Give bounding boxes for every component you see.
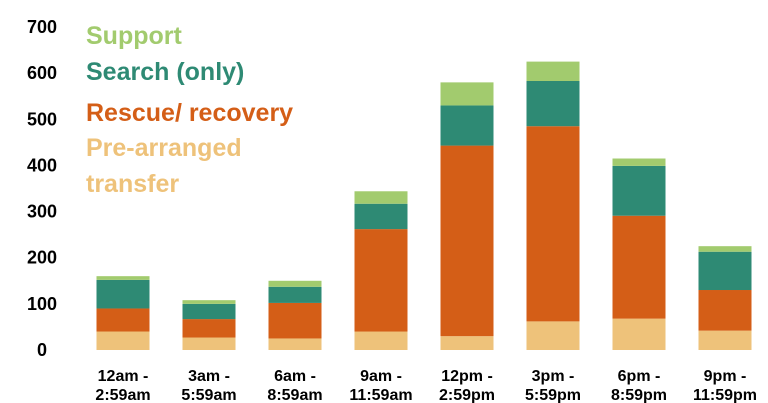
bar-segment-support xyxy=(440,82,494,106)
legend-entry: Search (only) xyxy=(86,58,244,86)
legend-entry: Rescue/ recovery xyxy=(86,99,293,127)
legend-entry: Pre-arranged xyxy=(86,134,242,162)
bar-segment-pre-arranged-transfer xyxy=(612,318,666,350)
bar-segment-pre-arranged-transfer xyxy=(698,330,752,350)
bar-segment-support xyxy=(526,61,580,81)
x-tick-label: 8:59pm xyxy=(611,387,667,403)
x-tick-label: 9am - xyxy=(360,368,402,385)
bar-segment-search-only xyxy=(182,303,236,320)
x-tick-label: 11:59pm xyxy=(693,387,757,403)
bar-segment-pre-arranged-transfer xyxy=(440,336,494,350)
x-tick-label: 2:59am xyxy=(95,387,150,403)
bar-segment-support xyxy=(612,158,666,166)
bar-segment-rescue-recovery xyxy=(612,215,666,319)
y-tick-label: 500 xyxy=(27,109,57,129)
bar-segment-search-only xyxy=(526,80,580,127)
bar-segment-rescue-recovery xyxy=(268,302,322,339)
x-tick-label: 12pm - xyxy=(441,368,493,385)
bar-segment-search-only xyxy=(698,251,752,291)
bar-segment-pre-arranged-transfer xyxy=(182,337,236,350)
bar-segment-search-only xyxy=(268,286,322,303)
bar-segment-support xyxy=(96,276,150,280)
bar-segment-search-only xyxy=(612,165,666,216)
bar-segment-rescue-recovery xyxy=(182,319,236,338)
x-tick-label: 6pm - xyxy=(618,368,661,385)
bar-segment-search-only xyxy=(354,203,408,230)
x-tick-label: 5:59am xyxy=(181,387,236,403)
y-tick-label: 600 xyxy=(27,63,57,83)
bar-segment-support xyxy=(182,300,236,304)
legend: Support Search (only) Rescue/ recovery Pre-… xyxy=(86,22,293,198)
bar-segment-pre-arranged-transfer xyxy=(268,338,322,350)
bar-segment-search-only xyxy=(440,105,494,146)
x-axis: 12am - 2:59am 3am - 5:59am 6am - 8:59am 9am - 1… xyxy=(95,368,757,403)
y-tick-label: 200 xyxy=(27,248,57,268)
x-tick-label: 3am - xyxy=(188,368,230,385)
y-tick-label: 400 xyxy=(27,155,57,175)
bars xyxy=(96,61,752,350)
bar-segment-rescue-recovery xyxy=(440,145,494,337)
x-tick-label: 5:59pm xyxy=(525,387,581,403)
bar-segment-rescue-recovery xyxy=(526,126,580,322)
y-tick-label: 0 xyxy=(37,340,47,360)
y-tick-label: 100 xyxy=(27,294,57,314)
legend-entry: transfer xyxy=(86,170,179,198)
y-tick-label: 700 xyxy=(27,17,57,37)
legend-entry: Support xyxy=(86,22,182,50)
bar-segment-search-only xyxy=(96,279,150,309)
y-tick-label: 300 xyxy=(27,202,57,222)
bar-segment-support xyxy=(268,280,322,287)
x-tick-label: 9pm - xyxy=(704,368,747,385)
x-tick-label: 11:59am xyxy=(349,387,412,403)
bar-segment-rescue-recovery xyxy=(354,229,408,332)
bar-segment-support xyxy=(354,191,408,204)
x-tick-label: 8:59am xyxy=(267,387,322,403)
bar-segment-support xyxy=(698,246,752,252)
bar-segment-pre-arranged-transfer xyxy=(526,321,580,350)
bar-segment-pre-arranged-transfer xyxy=(96,331,150,350)
y-axis: 0 100 200 300 400 500 600 700 xyxy=(27,17,57,360)
x-tick-label: 6am - xyxy=(274,368,316,385)
x-tick-label: 12am - xyxy=(98,368,149,385)
bar-segment-pre-arranged-transfer xyxy=(354,331,408,350)
x-tick-label: 3pm - xyxy=(532,368,575,385)
bar-segment-rescue-recovery xyxy=(698,290,752,331)
bar-segment-rescue-recovery xyxy=(96,308,150,332)
x-tick-label: 2:59pm xyxy=(439,387,495,403)
